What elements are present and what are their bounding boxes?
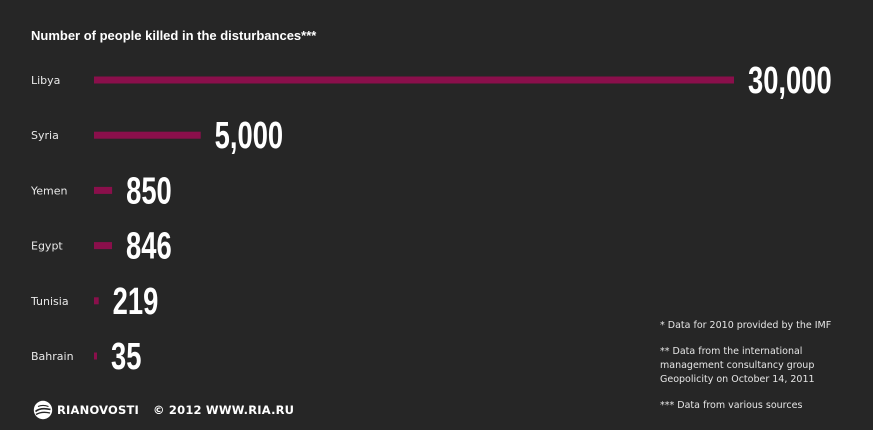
footnotes: * Data for 2010 provided by the IMF ** D… (660, 319, 865, 425)
footnote-imf: * Data for 2010 provided by the IMF (660, 320, 832, 331)
category-label-libya: Libya (31, 74, 60, 87)
bar-yemen (94, 186, 113, 194)
category-label-bahrain: Bahrain (31, 350, 74, 363)
category-label-tunisia: Tunisia (30, 295, 69, 308)
category-label-yemen: Yemen (30, 184, 68, 197)
value-label-egypt: 846 (126, 225, 172, 267)
copyright-text: © 2012 WWW.RIA.RU (153, 403, 295, 417)
value-label-tunisia: 219 (113, 281, 159, 323)
bar-egypt (94, 242, 112, 250)
category-label-egypt: Egypt (31, 240, 63, 253)
bar-libya (94, 76, 734, 84)
category-label-syria: Syria (31, 129, 59, 142)
bar-bahrain (94, 352, 97, 360)
bar-tunisia (94, 297, 99, 305)
bar-syria (94, 131, 201, 139)
value-label-libya: 30,000 (748, 60, 832, 102)
value-label-yemen: 850 (126, 170, 172, 212)
chart-title: Number of people killed in the disturban… (31, 28, 317, 43)
agency-name: RIANOVOSTI (57, 403, 140, 417)
footnote-various-sources: *** Data from various sources (660, 400, 803, 411)
value-label-bahrain: 35 (111, 336, 141, 378)
credits: RIANOVOSTI © 2012 WWW.RIA.RU (33, 400, 294, 420)
value-label-syria: 5,000 (215, 115, 283, 157)
rianovosti-globe-icon (33, 400, 53, 420)
footnote-geopolicity: ** Data from the international managemen… (660, 346, 815, 385)
